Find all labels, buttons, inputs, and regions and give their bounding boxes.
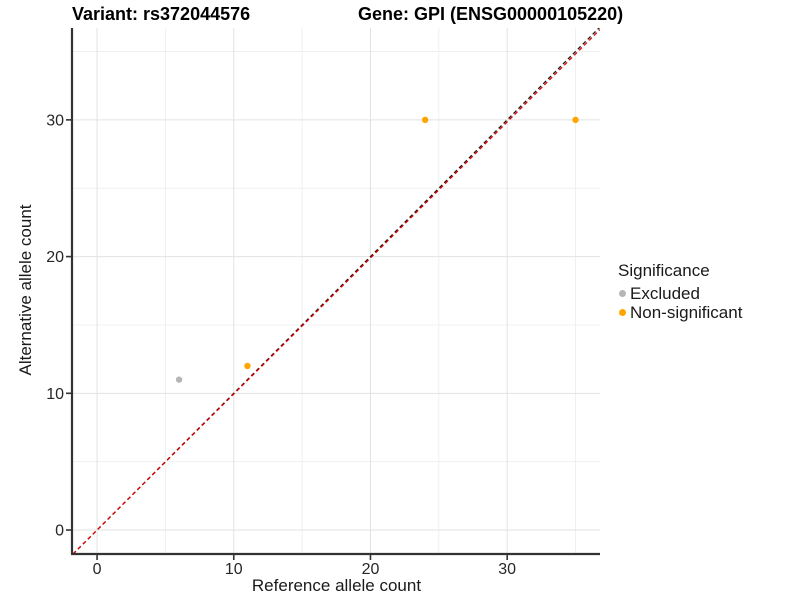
legend-item-label: Excluded	[630, 284, 700, 303]
x-tick-label: 30	[498, 561, 516, 578]
data-point-non-significant	[572, 116, 579, 124]
data-point-non-significant	[421, 116, 429, 124]
legend: Significance Excluded Non-significant	[616, 261, 742, 322]
y-tick-label: 30	[46, 112, 64, 129]
x-axis-title: Reference allele count	[251, 576, 422, 595]
legend-title: Significance	[618, 261, 710, 280]
y-tick-label: 20	[46, 249, 64, 266]
legend-item-excluded: Excluded	[616, 284, 742, 303]
x-tick-label: 20	[362, 561, 380, 578]
legend-items: Excluded Non-significant	[616, 284, 742, 322]
legend-dot-icon	[619, 309, 626, 316]
legend-item-label: Non-significant	[630, 303, 743, 322]
data-point-non-significant	[244, 362, 251, 370]
y-axis-title: Alternative allele count	[16, 204, 35, 376]
plot-title-variant: Variant: rs372044576	[72, 4, 251, 24]
x-tick-label: 0	[93, 561, 102, 578]
reference-line-fitted-ratio	[73, 29, 600, 553]
data-point-excluded	[175, 376, 183, 383]
x-tick-label: 10	[225, 561, 243, 578]
reference-line-identity	[73, 28, 600, 553]
legend-item-non-significant: Non-significant	[616, 303, 742, 322]
y-tick-label: 10	[46, 386, 64, 403]
legend-dot-icon	[619, 290, 626, 297]
plot-title-gene: Gene: GPI (ENSG00000105220)	[358, 4, 624, 24]
y-tick-label: 0	[55, 523, 64, 540]
